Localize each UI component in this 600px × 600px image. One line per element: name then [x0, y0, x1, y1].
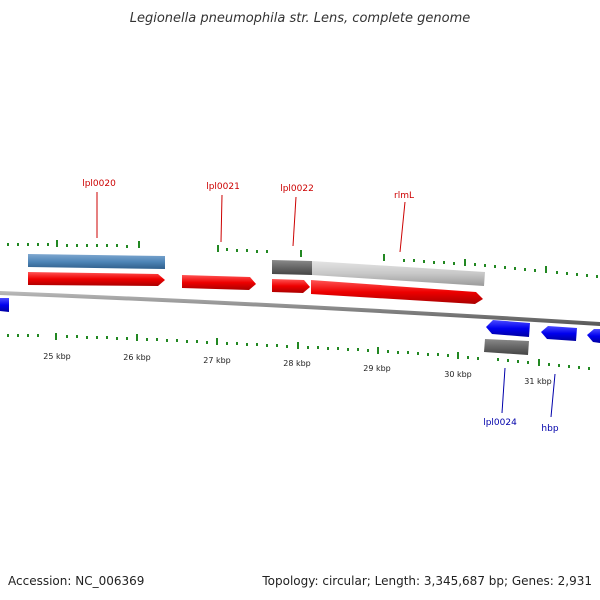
feature-track: [28, 254, 485, 286]
scale-labels: 25 kbp 26 kbp 27 kbp 28 kbp 29 kbp 30 kb…: [43, 352, 552, 386]
gene-label-rlmL[interactable]: rlmL: [394, 191, 414, 201]
feature-blue-block[interactable]: [28, 254, 165, 269]
label-leader-line: [399, 201, 406, 253]
feature-darkgrey-block[interactable]: [272, 260, 312, 275]
accession-text: Accession: NC_006369: [8, 574, 144, 588]
scale-label: 30 kbp: [444, 370, 472, 379]
scale-label: 29 kbp: [363, 364, 391, 373]
scale-label: 28 kbp: [283, 359, 311, 368]
gene-label-lpl0020[interactable]: lpl0020: [82, 179, 116, 189]
forward-gene-arrow[interactable]: [28, 272, 165, 286]
label-leader-line: [220, 194, 223, 243]
gene-label-lpl0022[interactable]: lpl0022: [280, 184, 314, 194]
inner-tick-ring: [7, 333, 590, 370]
scale-label: 31 kbp: [524, 377, 552, 386]
genome-backbone: [0, 291, 600, 326]
reverse-gene-arrow[interactable]: [541, 326, 577, 341]
scale-label: 25 kbp: [43, 352, 71, 361]
reverse-gene-arrow[interactable]: [587, 329, 600, 343]
reverse-gene-track: [0, 298, 600, 355]
forward-gene-track: [28, 272, 483, 304]
reverse-gene-arrow[interactable]: [486, 320, 530, 337]
outer-tick-ring: [7, 240, 598, 278]
gene-label-hbp[interactable]: hbp: [541, 424, 558, 434]
label-leader-line: [550, 373, 556, 418]
reverse-gene-arrow[interactable]: [0, 298, 9, 312]
reverse-feature-grey-block[interactable]: [484, 339, 529, 355]
forward-gene-arrow[interactable]: [182, 275, 256, 290]
forward-gene-labels: lpl0020 lpl0021 lpl0022 rlmL: [82, 179, 414, 253]
map-title: Legionella pneumophila str. Lens, comple…: [130, 11, 471, 26]
reverse-gene-labels: lpl0024 hbp: [483, 367, 559, 434]
feature-lightgrey-block[interactable]: [312, 261, 485, 286]
gene-label-lpl0024[interactable]: lpl0024: [483, 418, 517, 428]
scale-label: 27 kbp: [203, 356, 231, 365]
label-leader-line: [292, 196, 297, 247]
gene-label-lpl0021[interactable]: lpl0021: [206, 182, 240, 192]
forward-gene-arrow[interactable]: [272, 279, 310, 293]
scale-label: 26 kbp: [123, 353, 151, 362]
forward-gene-arrow[interactable]: [311, 280, 483, 304]
genome-summary-text: Topology: circular; Length: 3,345,687 bp…: [261, 574, 592, 588]
label-leader-line: [501, 367, 506, 414]
